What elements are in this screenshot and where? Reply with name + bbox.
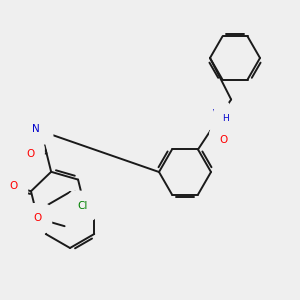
Text: N: N [32, 124, 40, 134]
Text: Cl: Cl [77, 201, 87, 211]
Text: O: O [219, 135, 228, 145]
Text: N: N [212, 110, 220, 119]
Text: O: O [34, 213, 42, 224]
Text: H: H [38, 127, 44, 136]
Text: H: H [222, 114, 229, 123]
Text: O: O [10, 181, 18, 191]
Text: O: O [26, 149, 34, 159]
